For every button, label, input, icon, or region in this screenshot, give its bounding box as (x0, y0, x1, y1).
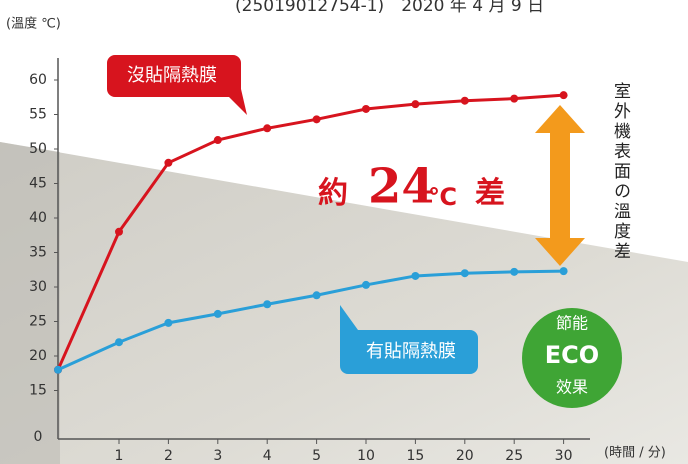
data-point (213, 309, 222, 318)
background-shade (0, 142, 60, 464)
badge-middle: ECO (545, 341, 599, 369)
x-tick-label: 15 (406, 448, 424, 464)
y-tick-label: 25 (29, 314, 47, 330)
data-point (559, 267, 568, 276)
x-tick-label: 4 (263, 448, 272, 464)
x-tick-label: 10 (357, 448, 375, 464)
x-tick-label: 2 (164, 448, 173, 464)
series-callout: 有貼隔熱膜 (366, 341, 456, 362)
data-point (115, 338, 123, 347)
header: (25019012754-1) 2020 年 4 月 9 日 (235, 0, 544, 16)
data-point (362, 280, 370, 289)
annotation-number: 24 (368, 159, 435, 215)
data-point (460, 269, 469, 278)
y-tick-label: 45 (29, 176, 47, 192)
x-tick-label: 1 (115, 448, 124, 464)
data-point (362, 104, 370, 113)
y-tick-label: 30 (29, 279, 47, 295)
difference-arrow (535, 105, 585, 266)
y-origin-label: 0 (34, 429, 43, 445)
data-point (411, 100, 420, 109)
callout-box (340, 305, 478, 374)
data-point (411, 271, 420, 280)
data-point (164, 158, 173, 167)
x-tick-label: 20 (456, 448, 474, 464)
data-point (312, 115, 321, 124)
badge-top: 節能 (556, 314, 588, 333)
y-tick-label: 35 (29, 245, 47, 261)
data-point (263, 300, 272, 309)
x-axis-label: (時間 / 分) (604, 446, 666, 461)
data-point (460, 96, 469, 105)
y-tick-label: 55 (29, 107, 47, 123)
y-tick-label: 40 (29, 210, 47, 226)
x-tick-label: 5 (312, 448, 321, 464)
x-tick-label: 30 (555, 448, 573, 464)
data-point (54, 365, 62, 374)
side-label: 室外機表面の溫度差 (610, 82, 631, 262)
data-point (213, 136, 222, 145)
y-tick-label: 50 (29, 141, 47, 157)
y-axis-label: (溫度 ℃) (6, 16, 61, 32)
data-point (312, 291, 321, 300)
background-photo (0, 142, 688, 464)
annotation-prefix: 約 (318, 176, 348, 211)
y-tick-label: 15 (29, 383, 47, 399)
y-tick-label: 60 (29, 72, 47, 88)
data-point (115, 227, 123, 236)
x-tick-label: 3 (213, 448, 222, 464)
x-tick-label: 25 (505, 448, 523, 464)
series-callout: 沒貼隔熱膜 (127, 65, 217, 86)
y-tick-label: 20 (29, 348, 47, 364)
annotation-unit: ℃ (428, 183, 457, 211)
data-point (559, 91, 568, 100)
annotation-suffix: 差 (475, 176, 505, 211)
data-point (164, 318, 173, 327)
eco-badge (522, 308, 622, 408)
badge-bottom: 效果 (556, 378, 588, 397)
data-point (510, 94, 519, 103)
data-point (510, 267, 519, 276)
data-point (263, 124, 272, 133)
callout-box (107, 55, 247, 115)
